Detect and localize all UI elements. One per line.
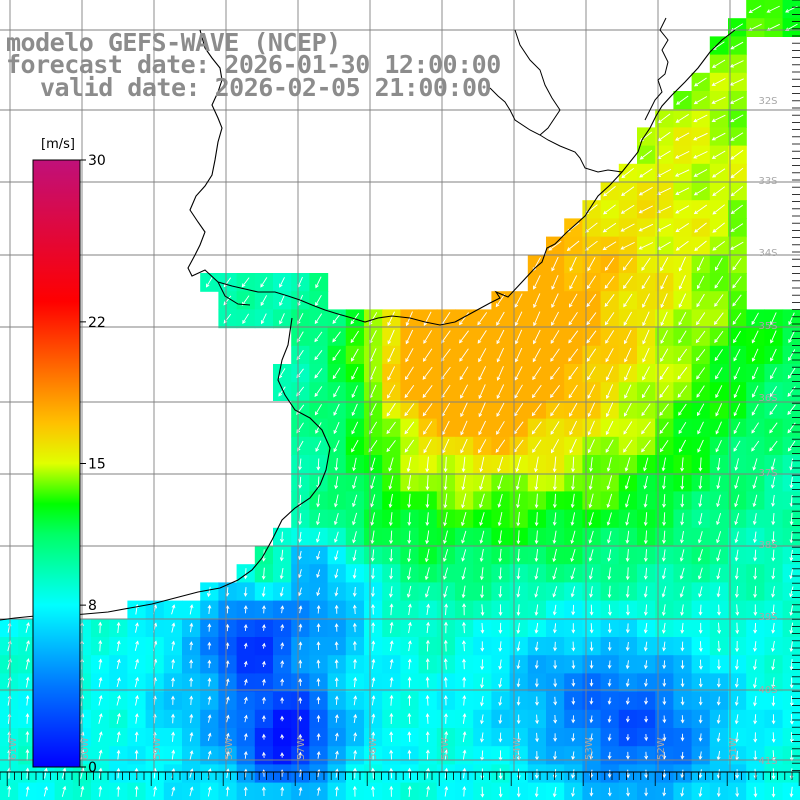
colorbar-unit-label: [m/s] xyxy=(41,137,75,152)
colorbar-tick-label: 0 xyxy=(88,760,97,776)
colorbar-tick-label: 30 xyxy=(88,153,106,169)
colorbar-tick-label: 8 xyxy=(88,598,97,614)
colorbar-tick-label: 22 xyxy=(88,315,106,331)
colorbar-tick-label: 15 xyxy=(88,457,106,473)
colorbar-ticks: 30 22 15 8 0 xyxy=(80,153,106,776)
colorbar-ramp xyxy=(32,159,81,768)
